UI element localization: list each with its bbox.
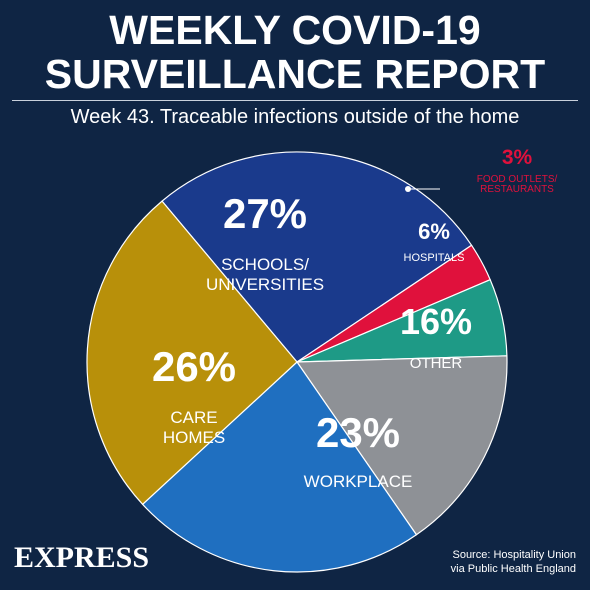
chart-title-line2: SURVEILLANCE REPORT [44,51,546,97]
pie-slice-other [296,355,508,536]
source-line-1: Source: Hospitality Union [452,549,576,561]
chart-title-line1: WEEKLY COVID-19 [109,7,481,53]
data-label-food: 3% [502,146,533,169]
category-label-food: RESTAURANTS [480,184,554,195]
source-line-2: via Public Health England [450,563,576,575]
title-divider [12,100,578,101]
category-label-schools: SCHOOLS/ [221,255,309,274]
pie-slice-care-homes [86,200,298,505]
source-note: Source: Hospitality Union via Public Hea… [451,548,576,576]
leader-dot-food [405,186,411,192]
category-label-workplace: WORKPLACE [304,472,413,491]
data-label-hospitals: 6% [418,219,450,244]
express-logo: EXPRESS [14,541,150,574]
pie-slice-workplace [142,361,418,573]
category-label-hospitals: HOSPITALS [404,252,465,264]
data-label-workplace: 23% [316,409,400,456]
chart-subtitle: Week 43. Traceable infections outside of… [70,106,520,128]
data-label-other: 16% [400,301,472,342]
category-label-care-homes: HOMES [163,428,225,447]
category-label-food: FOOD OUTLETS/ [477,174,558,185]
data-label-schools: 27% [223,190,307,237]
category-label-care-homes: CARE [170,408,217,427]
category-label-schools: UNIVERSITIES [206,275,324,294]
pie-slice-schools [161,151,473,363]
data-label-care-homes: 26% [152,343,236,390]
category-label-other: OTHER [410,355,463,372]
